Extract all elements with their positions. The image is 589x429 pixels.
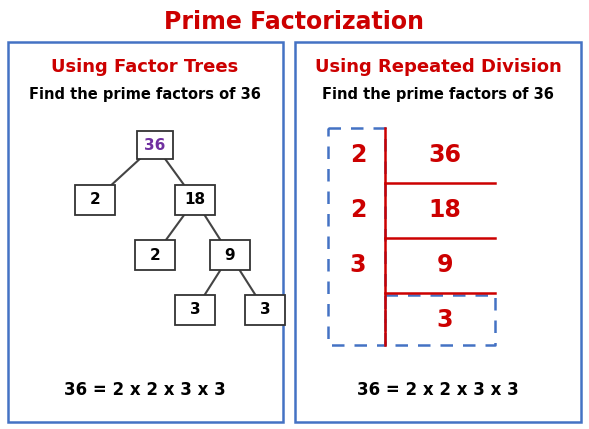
Text: 36: 36 xyxy=(144,138,166,152)
Text: 18: 18 xyxy=(429,198,461,222)
Bar xyxy=(295,42,581,422)
Text: 9: 9 xyxy=(437,253,454,277)
Text: 2: 2 xyxy=(350,198,366,222)
Text: 2: 2 xyxy=(90,193,100,208)
Text: Using Repeated Division: Using Repeated Division xyxy=(315,58,561,76)
Bar xyxy=(176,184,214,215)
Text: 3: 3 xyxy=(190,302,200,317)
Text: 2: 2 xyxy=(150,248,160,263)
Text: Find the prime factors of 36: Find the prime factors of 36 xyxy=(29,88,261,103)
Bar xyxy=(137,131,173,159)
Text: 36: 36 xyxy=(429,143,462,167)
Bar xyxy=(135,240,174,270)
Bar xyxy=(75,184,115,215)
Text: 36 = 2 x 2 x 3 x 3: 36 = 2 x 2 x 3 x 3 xyxy=(64,381,226,399)
Text: 9: 9 xyxy=(224,248,236,263)
Bar xyxy=(8,42,283,422)
Text: Prime Factorization: Prime Factorization xyxy=(164,10,424,34)
Bar xyxy=(176,295,214,326)
Bar xyxy=(246,295,284,326)
Text: 3: 3 xyxy=(260,302,270,317)
Text: 2: 2 xyxy=(350,143,366,167)
Text: Find the prime factors of 36: Find the prime factors of 36 xyxy=(322,88,554,103)
Text: 3: 3 xyxy=(350,253,366,277)
Bar xyxy=(210,240,250,270)
Text: 36 = 2 x 2 x 3 x 3: 36 = 2 x 2 x 3 x 3 xyxy=(357,381,519,399)
Text: 3: 3 xyxy=(437,308,454,332)
Text: 18: 18 xyxy=(184,193,206,208)
Text: Using Factor Trees: Using Factor Trees xyxy=(51,58,239,76)
